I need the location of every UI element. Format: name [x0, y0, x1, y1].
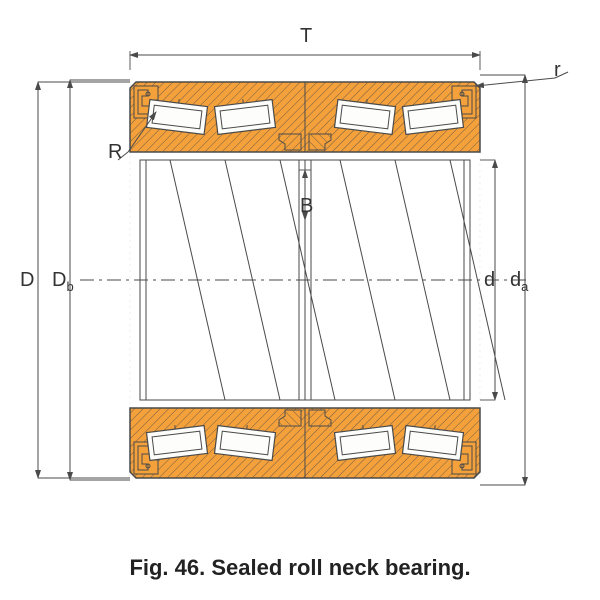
figure-container: D Db d da T B R r Fig. 46. Sealed roll n… [0, 0, 600, 600]
figure-caption: Fig. 46. Sealed roll neck bearing. [0, 555, 600, 581]
dim-label-D: D [20, 270, 34, 290]
dim-label-Db: Db [52, 270, 74, 293]
dim-label-d: d [484, 270, 495, 290]
dim-label-B: B [300, 196, 313, 216]
dim-label-da: da [510, 270, 528, 293]
dim-label-r: r [554, 60, 561, 80]
dim-label-T: T [300, 26, 312, 46]
dim-label-R: R [108, 142, 122, 162]
